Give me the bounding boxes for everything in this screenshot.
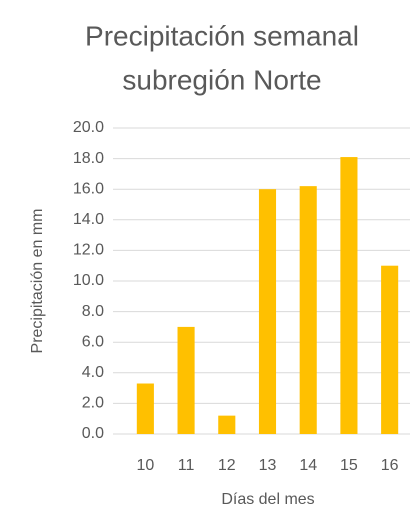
- y-tick-label: 6.0: [82, 333, 104, 350]
- bar: [177, 326, 195, 434]
- y-axis-label: Precipitación en mm: [29, 209, 46, 354]
- y-tick-label: 2.0: [82, 395, 104, 412]
- x-tick-label: 13: [259, 457, 277, 474]
- chart-title: subregión Norte: [122, 64, 321, 95]
- y-tick-label: 8.0: [82, 303, 104, 320]
- bar: [218, 415, 236, 434]
- bar: [136, 383, 154, 434]
- y-tick-label: 4.0: [82, 364, 104, 381]
- x-axis-label: Días del mes: [221, 491, 314, 508]
- bar: [381, 265, 399, 434]
- x-tick-label: 15: [340, 457, 358, 474]
- x-tick-label: 12: [218, 457, 236, 474]
- chart-title: Precipitación semanal: [85, 20, 359, 51]
- bar: [258, 189, 277, 434]
- y-tick-label: 0.0: [82, 425, 104, 442]
- bar: [299, 186, 317, 434]
- x-tick-label: 11: [178, 457, 195, 474]
- y-tick-label: 16.0: [73, 180, 104, 197]
- bar: [340, 157, 358, 434]
- x-tick-label: 16: [381, 457, 399, 474]
- y-tick-label: 10.0: [73, 272, 104, 289]
- y-tick-label: 12.0: [73, 242, 104, 259]
- x-tick-label: 10: [136, 457, 154, 474]
- y-tick-label: 18.0: [73, 150, 104, 167]
- x-tick-label: 14: [299, 457, 317, 474]
- y-tick-label: 20.0: [73, 119, 104, 136]
- y-tick-label: 14.0: [73, 211, 104, 228]
